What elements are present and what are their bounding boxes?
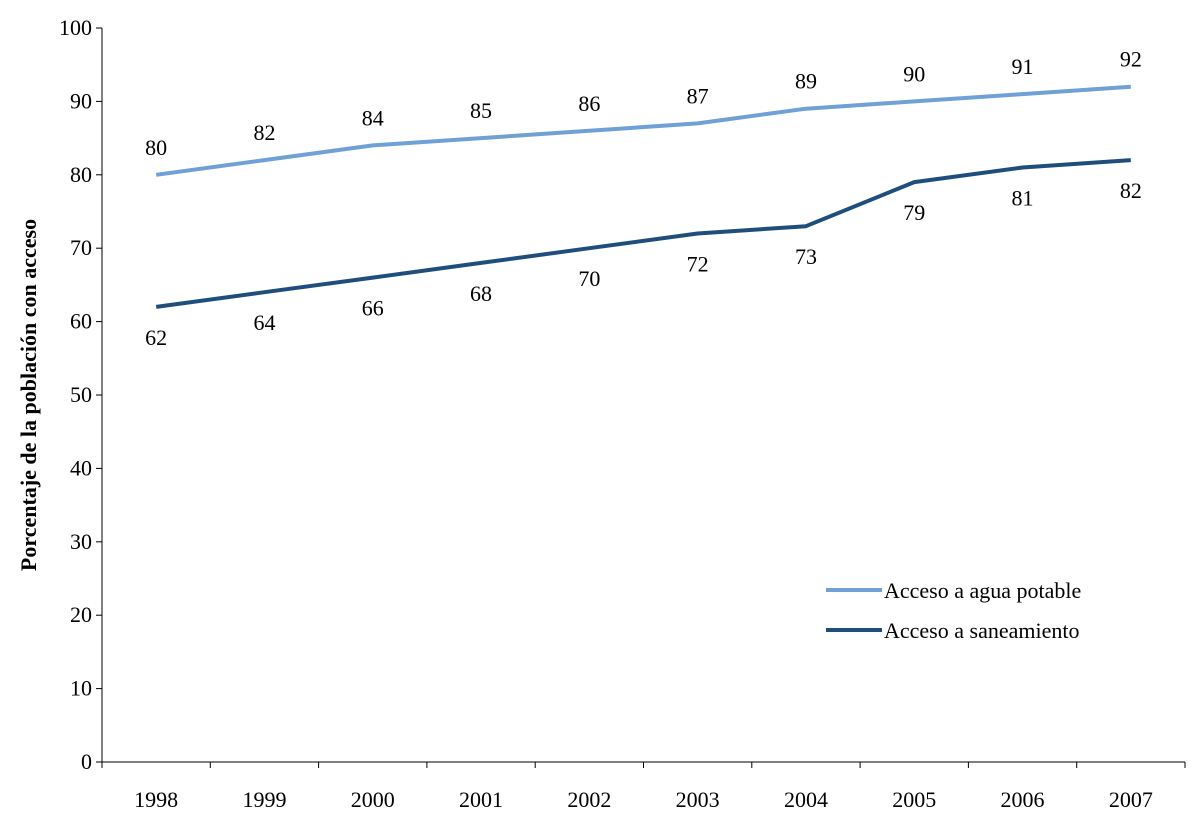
data-label: 92 <box>1120 47 1142 72</box>
y-tick-label: 0 <box>81 749 92 774</box>
x-tick-label: 2000 <box>351 787 395 812</box>
series-line-2 <box>155 158 1131 309</box>
axes: 0 10 20 30 40 50 60 70 80 90 100 1998 1999 2000 2001 20… <box>59 15 1186 812</box>
y-tick-label: 70 <box>70 235 92 260</box>
data-label: 68 <box>470 281 492 306</box>
legend: Acceso a agua potable Acceso a saneamient… <box>826 578 1081 643</box>
data-label: 82 <box>253 120 275 145</box>
data-label: 79 <box>903 200 925 225</box>
y-tick-label: 20 <box>70 602 92 627</box>
data-label: 66 <box>362 296 384 321</box>
y-tick-label: 50 <box>70 382 92 407</box>
data-label: 87 <box>687 83 709 108</box>
data-label: 73 <box>795 244 817 269</box>
data-label: 85 <box>470 98 492 123</box>
data-label: 62 <box>145 325 167 350</box>
data-label: 80 <box>145 135 167 160</box>
data-label: 81 <box>1012 185 1034 210</box>
data-label: 86 <box>578 91 600 116</box>
data-label: 89 <box>795 69 817 94</box>
x-tick-label: 2004 <box>784 787 828 812</box>
y-tick-label: 60 <box>70 309 92 334</box>
legend-label: Acceso a agua potable <box>884 578 1081 603</box>
y-tick-label: 30 <box>70 529 92 554</box>
data-label: 91 <box>1012 54 1034 79</box>
series-line-1 <box>155 84 1131 177</box>
x-tick-label: 2007 <box>1109 787 1153 812</box>
x-tick-label: 2005 <box>892 787 936 812</box>
y-tick-label: 90 <box>70 88 92 113</box>
y-tick-label: 100 <box>59 15 92 40</box>
x-tick-label: 2001 <box>459 787 503 812</box>
x-tick-label: 2002 <box>567 787 611 812</box>
y-tick-label: 80 <box>70 162 92 187</box>
x-tick-label: 1999 <box>242 787 286 812</box>
data-label: 82 <box>1120 178 1142 203</box>
legend-label: Acceso a saneamiento <box>884 618 1079 643</box>
x-tick-label: 2006 <box>1001 787 1045 812</box>
data-label: 84 <box>362 105 384 130</box>
data-label: 70 <box>578 266 600 291</box>
data-label: 72 <box>687 252 709 277</box>
data-label: 90 <box>903 61 925 86</box>
series-lines <box>155 84 1131 309</box>
y-tick-label: 40 <box>70 455 92 480</box>
x-tick-label: 2003 <box>676 787 720 812</box>
x-tick-label: 1998 <box>134 787 178 812</box>
y-axis-title: Porcentaje de la población con acceso <box>16 219 41 571</box>
y-tick-label: 10 <box>70 676 92 701</box>
data-label: 64 <box>253 310 275 335</box>
data-labels: 80 82 84 85 86 87 89 90 91 92 62 64 66 68 70 72 73 79 81 82 <box>145 47 1142 350</box>
